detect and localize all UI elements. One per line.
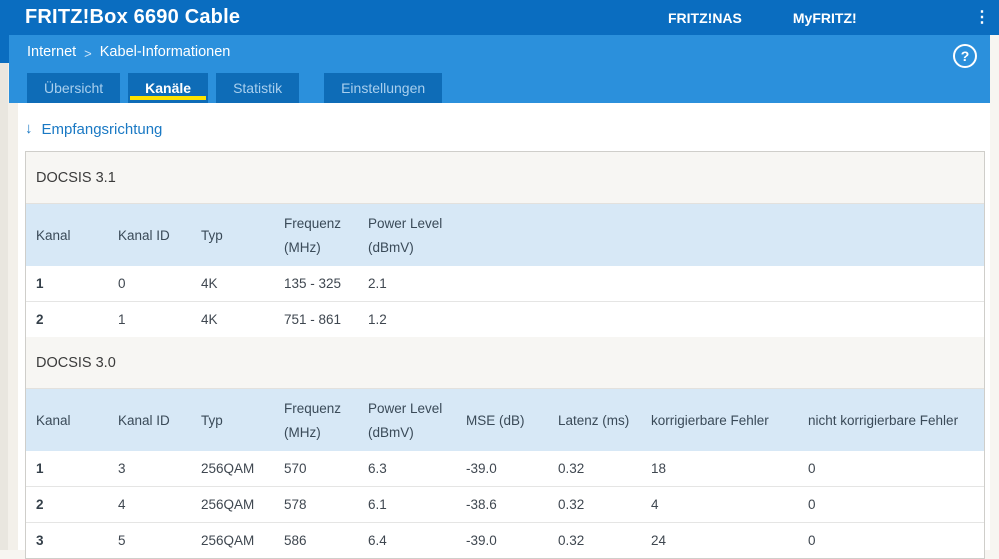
overflow-menu-icon[interactable]: ⋮ xyxy=(974,10,990,26)
subheader: Internet > Kabel-Informationen ? Übersic… xyxy=(9,35,990,103)
table-cell: 0 xyxy=(798,451,984,487)
table-cell: 586 xyxy=(274,523,358,559)
tab-uebersicht[interactable]: Übersicht xyxy=(27,73,120,103)
table-cell: 3 xyxy=(108,451,191,487)
app-title: FRITZ!Box 6690 Cable xyxy=(25,6,240,29)
table-row: 35256QAM5866.4-39.00.32240 xyxy=(26,523,984,559)
table-row: 13256QAM5706.3-39.00.32180 xyxy=(26,451,984,487)
column-header: Latenz (ms) xyxy=(548,389,641,452)
channel-tables-panel: DOCSIS 3.1KanalKanal IDTypFrequenz(MHz)P… xyxy=(25,151,985,559)
column-header: Frequenz(MHz) xyxy=(274,389,358,452)
breadcrumb: Internet > Kabel-Informationen xyxy=(27,44,230,60)
table-row: 214K751 - 8611.2 xyxy=(26,302,984,338)
table-cell: 751 - 861 xyxy=(274,302,358,338)
table-cell: 0.32 xyxy=(548,487,641,523)
breadcrumb-separator: > xyxy=(84,46,92,61)
table-cell: 256QAM xyxy=(191,523,274,559)
empfangsrichtung-label: Empfangsrichtung xyxy=(42,121,163,138)
table-cell: 6.3 xyxy=(358,451,456,487)
column-header: Frequenz(MHz) xyxy=(274,204,358,267)
table-cell: 4 xyxy=(108,487,191,523)
table-cell: 0.32 xyxy=(548,451,641,487)
table-cell: 570 xyxy=(274,451,358,487)
table-section-title: DOCSIS 3.0 xyxy=(26,337,984,388)
table-cell: 24 xyxy=(641,523,798,559)
table-cell: 4K xyxy=(191,302,274,338)
table-cell: 4K xyxy=(191,266,274,302)
table-cell: 0.32 xyxy=(548,523,641,559)
table-cell: 1.2 xyxy=(358,302,984,338)
column-header: Typ xyxy=(191,389,274,452)
empfangsrichtung-heading[interactable]: ↓ Empfangsrichtung xyxy=(25,121,990,138)
header-row: KanalKanal IDTypFrequenz(MHz)Power Level… xyxy=(26,389,984,452)
table-cell: 2.1 xyxy=(358,266,984,302)
table-cell: 4 xyxy=(641,487,798,523)
table-cell: 1 xyxy=(26,451,108,487)
column-header: Kanal ID xyxy=(108,389,191,452)
table-cell: 3 xyxy=(26,523,108,559)
table-cell: 2 xyxy=(26,487,108,523)
down-arrow-icon: ↓ xyxy=(25,120,33,137)
header-nav: FRITZ!NAS MyFRITZ! xyxy=(668,0,857,35)
table-cell: 256QAM xyxy=(191,451,274,487)
column-header: MSE (dB) xyxy=(456,389,548,452)
fritznas-link[interactable]: FRITZ!NAS xyxy=(668,10,742,26)
table-cell: 5 xyxy=(108,523,191,559)
tab-einstellungen[interactable]: Einstellungen xyxy=(324,73,442,103)
header-row: KanalKanal IDTypFrequenz(MHz)Power Level… xyxy=(26,204,984,267)
table-cell: 0 xyxy=(798,523,984,559)
column-header: korrigierbare Fehler xyxy=(641,389,798,452)
content-area: ↓ Empfangsrichtung DOCSIS 3.1KanalKanal … xyxy=(18,103,990,550)
table-cell: 256QAM xyxy=(191,487,274,523)
column-header: Kanal ID xyxy=(108,204,191,267)
table-row: 24256QAM5786.1-38.60.3240 xyxy=(26,487,984,523)
column-header: Kanal xyxy=(26,389,108,452)
table-cell: 18 xyxy=(641,451,798,487)
table-cell: -39.0 xyxy=(456,523,548,559)
breadcrumb-kabel-informationen: Kabel-Informationen xyxy=(100,44,231,60)
tab-kanaele[interactable]: Kanäle xyxy=(128,73,208,103)
table-cell: 1 xyxy=(108,302,191,338)
tab-bar: Übersicht Kanäle Statistik Einstellungen xyxy=(27,73,450,103)
table-section-title: DOCSIS 3.1 xyxy=(26,152,984,203)
column-header: nicht korrigierbare Fehler xyxy=(798,389,984,452)
column-header: Typ xyxy=(191,204,274,267)
table-cell: 0 xyxy=(108,266,191,302)
table-cell: 2 xyxy=(26,302,108,338)
table-cell: 6.4 xyxy=(358,523,456,559)
table-cell: -39.0 xyxy=(456,451,548,487)
breadcrumb-internet[interactable]: Internet xyxy=(27,44,76,60)
table-cell: 6.1 xyxy=(358,487,456,523)
column-header: Power Level(dBmV) xyxy=(358,204,984,267)
help-icon[interactable]: ? xyxy=(953,44,977,68)
table-cell: 578 xyxy=(274,487,358,523)
channel-table: KanalKanal IDTypFrequenz(MHz)Power Level… xyxy=(26,388,984,558)
table-row: 104K135 - 3252.1 xyxy=(26,266,984,302)
table-cell: 135 - 325 xyxy=(274,266,358,302)
page-left-margin xyxy=(0,35,19,550)
app-header: FRITZ!Box 6690 Cable FRITZ!NAS MyFRITZ! … xyxy=(0,0,999,35)
column-header: Kanal xyxy=(26,204,108,267)
channel-table: KanalKanal IDTypFrequenz(MHz)Power Level… xyxy=(26,203,984,337)
table-cell: 0 xyxy=(798,487,984,523)
table-cell: -38.6 xyxy=(456,487,548,523)
table-cell: 1 xyxy=(26,266,108,302)
myfritz-link[interactable]: MyFRITZ! xyxy=(793,10,857,26)
column-header: Power Level(dBmV) xyxy=(358,389,456,452)
tab-statistik[interactable]: Statistik xyxy=(216,73,299,103)
header-left-notch xyxy=(0,35,9,63)
